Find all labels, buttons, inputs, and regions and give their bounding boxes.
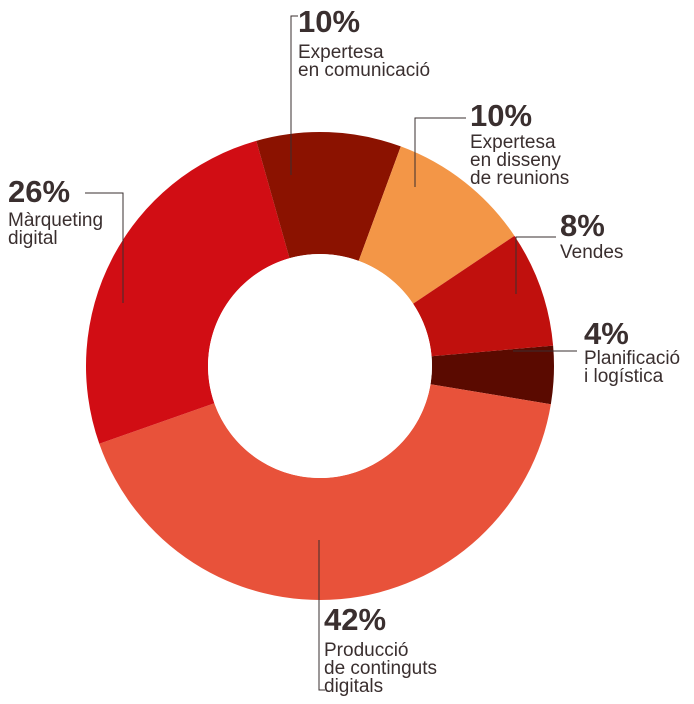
slice-name: Producció de continguts digitals: [324, 640, 438, 697]
slice-label-planificacio: 4% Planificació i logística: [584, 316, 681, 387]
donut-slice-comunicacio: [256, 132, 401, 261]
slice-percent: 4%: [584, 316, 629, 351]
slice-label-disseny: 10% Expertesa en disseny de reunions: [470, 98, 570, 189]
leader-line-vendes: [515, 236, 556, 294]
slice-name: Vendes: [560, 242, 624, 263]
slice-name: Màrqueting digital: [8, 210, 104, 249]
slice-label-marqueting: 26% Màrqueting digital: [8, 174, 104, 249]
donut-slice-disseny: [358, 146, 515, 304]
leader-line-comunicacio: [290, 15, 298, 175]
donut-hole: [208, 254, 432, 478]
slice-percent: 8%: [560, 208, 605, 243]
slice-name: Planificació i logística: [584, 348, 681, 387]
donut-slices: [85, 132, 554, 601]
slice-label-produccio: 42% Producció de continguts digitals: [324, 602, 438, 697]
slice-percent: 10%: [298, 4, 361, 39]
donut-slice-vendes: [413, 235, 554, 357]
leader-line-produccio: [318, 540, 325, 691]
slice-name: Expertesa en comunicació: [298, 42, 431, 81]
slice-percent: 10%: [470, 98, 533, 133]
leader-line-marqueting: [85, 192, 124, 303]
donut-slice-produccio: [99, 384, 551, 601]
slice-label-comunicacio: 10% Expertesa en comunicació: [298, 4, 431, 81]
donut-slice-planificacio: [430, 345, 554, 405]
leader-line-disseny: [414, 117, 466, 187]
slice-label-vendes: 8% Vendes: [560, 208, 624, 263]
donut-slice-marqueting: [85, 140, 290, 444]
slice-percent: 26%: [8, 174, 71, 209]
slice-name: Expertesa en disseny de reunions: [470, 132, 570, 189]
leader-lines: [85, 15, 577, 691]
slice-percent: 42%: [324, 602, 387, 637]
